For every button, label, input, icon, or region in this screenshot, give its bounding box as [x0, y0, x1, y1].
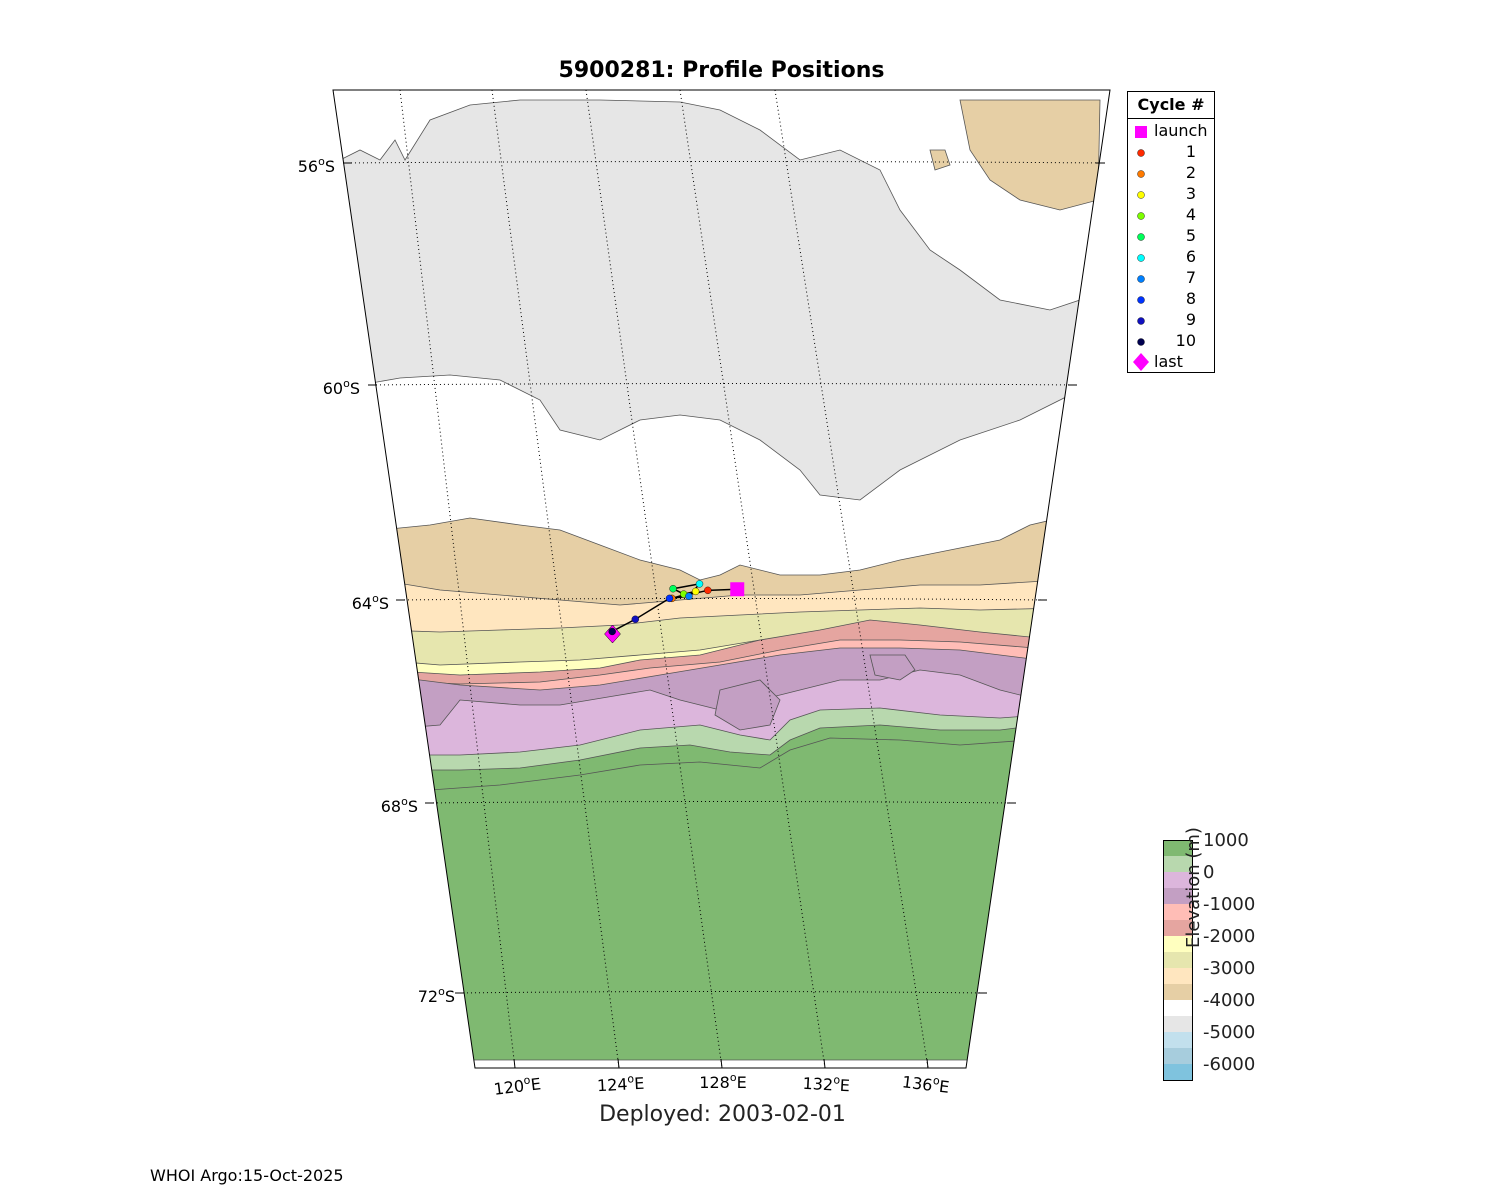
map-border	[332, 89, 1111, 1069]
cycle-marker-10	[608, 627, 616, 636]
cycle-marker-8	[665, 594, 674, 603]
legend-label: launch	[1154, 121, 1208, 140]
legend-label: 6	[1185, 247, 1196, 266]
dot-marker-icon	[1134, 271, 1148, 285]
legend-label: 4	[1185, 205, 1196, 224]
dot-marker-icon	[1134, 313, 1148, 327]
colorbar-cell	[1163, 872, 1193, 889]
dot-marker-icon	[1134, 292, 1148, 306]
diamond-marker-icon	[1133, 353, 1149, 371]
legend-label: 8	[1185, 289, 1196, 308]
dot-marker-icon	[1134, 187, 1148, 201]
legend-item-5: 5	[1128, 225, 1214, 246]
launch-marker	[730, 582, 745, 597]
lat-label-68: 68oS	[381, 795, 418, 816]
dot-marker-icon	[1134, 250, 1148, 264]
legend-item-4: 4	[1128, 204, 1214, 225]
legend-item-3: 3	[1128, 183, 1214, 204]
colorbar-tick-label: 1000	[1203, 830, 1249, 851]
legend-item-9: 9	[1128, 309, 1214, 330]
colorbar-cell	[1163, 888, 1193, 905]
lon-label-128: 128oE	[699, 1071, 746, 1092]
colorbar-cell	[1163, 920, 1193, 937]
legend-item-7: 7	[1128, 267, 1214, 288]
colorbar-cell	[1163, 1032, 1193, 1049]
colorbar-cell	[1163, 936, 1193, 953]
lat-label-72: 72oS	[418, 985, 455, 1006]
cycle-marker-7	[685, 592, 693, 600]
colorbar-cell	[1163, 840, 1193, 857]
cycle-marker-9	[631, 615, 639, 623]
lon-label-124: 124oE	[596, 1072, 644, 1095]
colorbar-tick-label: -4000	[1203, 990, 1256, 1011]
colorbar-cell	[1163, 1064, 1193, 1081]
northeast-shelf	[959, 99, 1101, 211]
legend-label: 9	[1185, 310, 1196, 329]
legend-label: 2	[1185, 163, 1196, 182]
dot-marker-icon	[1134, 145, 1148, 159]
colorbar-cell	[1163, 968, 1193, 985]
float-track	[604, 580, 745, 644]
legend-item-last: last	[1128, 351, 1214, 372]
colorbar-cell	[1163, 856, 1193, 873]
colorbar-cell	[1163, 952, 1193, 969]
cycle-marker-5	[669, 585, 677, 593]
lat-label-60: 60oS	[323, 377, 360, 398]
colorbar-title: Elevation (m)	[1183, 827, 1204, 948]
colorbar-cell	[1163, 1016, 1193, 1033]
cycle-marker-1	[704, 586, 712, 595]
cycle-marker-3	[691, 587, 700, 596]
dot-marker-icon	[1134, 229, 1148, 243]
colorbar-cell	[1163, 904, 1193, 921]
lat-label-56: 56oS	[298, 155, 335, 176]
cycle-marker-6	[695, 580, 704, 588]
graticule	[342, 89, 1106, 1069]
colorbar-tick-label: -1000	[1203, 894, 1256, 915]
northeast-island	[929, 149, 951, 171]
colorbar-cell	[1163, 1048, 1193, 1065]
lon-label-136: 136oE	[901, 1070, 951, 1097]
shelf-contour	[429, 737, 1031, 791]
elevation-colorbar	[1163, 840, 1193, 1081]
colorbar-tick-label: -2000	[1203, 926, 1256, 947]
legend-label: 1	[1185, 142, 1196, 161]
colorbar-tick-label: 0	[1203, 862, 1215, 883]
land-antarctica	[379, 724, 1041, 1061]
square-marker-icon	[1134, 124, 1148, 138]
legend-title: Cycle #	[1128, 92, 1214, 119]
chart-title: 5900281: Profile Positions	[558, 58, 885, 83]
lon-label-132: 132oE	[802, 1072, 850, 1095]
legend-item-2: 2	[1128, 162, 1214, 183]
legend-label: 10	[1175, 331, 1196, 350]
colorbar-tick-label: -5000	[1203, 1022, 1256, 1043]
legend-label: last	[1154, 352, 1183, 371]
lat-label-64: 64oS	[352, 592, 389, 613]
colorbar-tick-label: -3000	[1203, 958, 1256, 979]
seamount-patch-east	[869, 654, 916, 681]
legend-item-6: 6	[1128, 246, 1214, 267]
colorbar-cell	[1163, 984, 1193, 1001]
dot-marker-icon	[1134, 166, 1148, 180]
footer-credit: WHOI Argo:15-Oct-2025	[150, 1166, 344, 1185]
tick-marks	[343, 162, 1105, 1069]
legend-item-8: 8	[1128, 288, 1214, 309]
legend-label: 5	[1185, 226, 1196, 245]
lon-label-120: 120oE	[492, 1072, 542, 1099]
dot-marker-icon	[1134, 334, 1148, 348]
colorbar-cell	[1163, 1000, 1193, 1017]
legend-item-1: 1	[1128, 141, 1214, 162]
legend-label: 3	[1185, 184, 1196, 203]
cycle-legend: Cycle # launch 1 2 3 4 5 6 7 8 9 10 last	[1127, 91, 1215, 373]
colorbar-tick-label: -6000	[1203, 1054, 1256, 1075]
deployed-date: Deployed: 2003-02-01	[599, 1102, 846, 1127]
legend-item-launch: launch	[1128, 120, 1214, 141]
legend-label: 7	[1185, 268, 1196, 287]
dot-marker-icon	[1134, 208, 1148, 222]
legend-item-10: 10	[1128, 330, 1214, 351]
seamount-patch	[714, 679, 781, 731]
